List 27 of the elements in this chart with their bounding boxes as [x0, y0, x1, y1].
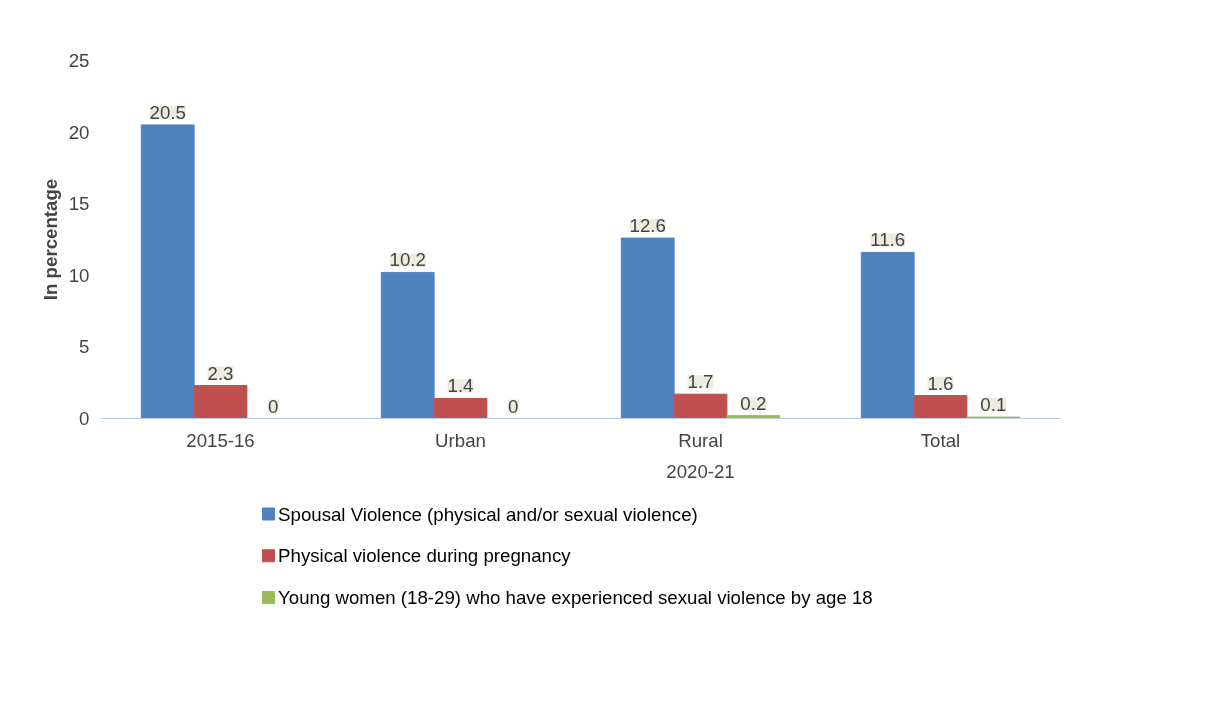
data-label: 11.6	[870, 229, 906, 251]
legend-label: Young women (18-29) who have experienced sexual violence by age 18	[278, 587, 873, 609]
x-tick-label: 2015-16	[186, 429, 255, 451]
legend-label: Physical violence during pregnancy	[278, 545, 572, 567]
y-tick-label: 15	[68, 193, 90, 215]
data-label: 0	[268, 395, 279, 417]
data-label: 12.6	[629, 215, 666, 237]
data-label: 0	[508, 395, 519, 417]
data-label: 1.6	[927, 372, 954, 394]
data-label: 2.3	[207, 362, 234, 384]
data-label: 10.2	[389, 249, 426, 271]
data-label: 0.2	[740, 392, 767, 414]
x-tick-label: Urban	[435, 429, 486, 451]
y-axis-title: In percentage	[39, 178, 61, 301]
data-label: 1.4	[447, 375, 474, 397]
x-tick-label: Total	[920, 429, 961, 451]
x-tick-label: Rural	[678, 429, 723, 451]
y-tick-label: 10	[68, 264, 90, 286]
data-label: 20.5	[149, 101, 186, 123]
y-tick-label: 5	[79, 336, 90, 358]
y-tick-label: 25	[68, 50, 90, 71]
y-tick-label: 20	[68, 121, 90, 143]
y-tick-label: 0	[79, 408, 90, 429]
data-label: 0.1	[980, 394, 1007, 416]
text: 2020-21	[666, 460, 735, 482]
legend-label: Spousal Violence (physical and/or sexual violence)	[278, 503, 698, 525]
data-label: 1.7	[687, 371, 714, 393]
